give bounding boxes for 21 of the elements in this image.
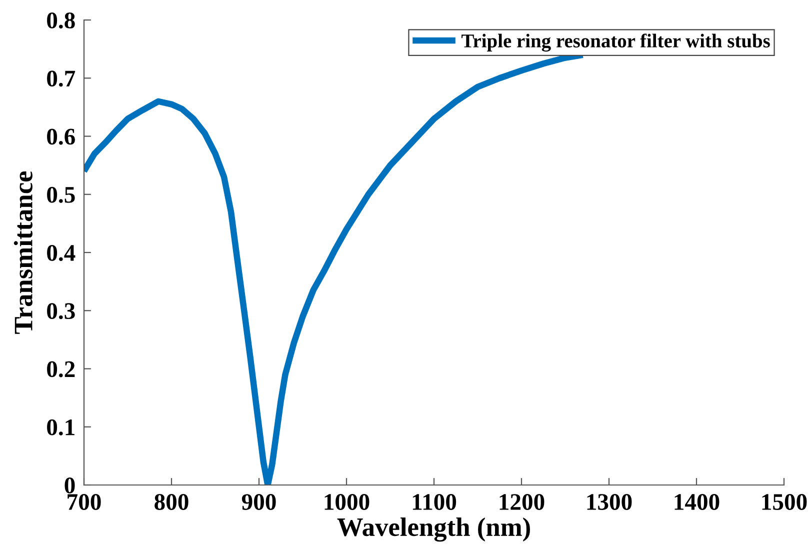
legend-label: Triple ring resonator filter with stubs — [462, 34, 770, 52]
y-tick-label: 0 — [64, 477, 75, 494]
y-tick-label: 0.7 — [47, 70, 76, 87]
y-tick-label: 0.8 — [47, 12, 75, 29]
y-tick-label: 0.6 — [47, 128, 75, 145]
x-tick-label: 1000 — [324, 494, 370, 510]
x-tick-label: 1300 — [587, 494, 632, 510]
y-tick-label: 0.5 — [47, 186, 75, 203]
x-axis-title: Wavelength (nm) — [337, 518, 530, 542]
x-tick-label: 1200 — [500, 494, 544, 510]
x-tick-label: 1400 — [674, 494, 720, 510]
x-tick-label: 800 — [154, 494, 188, 510]
y-tick-label: 0.4 — [47, 244, 76, 262]
y-tick-label: 0.2 — [47, 361, 75, 378]
y-tick-label: 0.3 — [47, 303, 75, 320]
x-tick-label: 700 — [68, 494, 101, 510]
y-tick-label: 0.1 — [47, 419, 74, 436]
x-tick-label: 1500 — [762, 494, 807, 510]
x-tick-label: 1100 — [412, 494, 456, 510]
x-tick-label: 900 — [242, 494, 276, 510]
y-axis-title: Transmittance — [14, 171, 32, 334]
